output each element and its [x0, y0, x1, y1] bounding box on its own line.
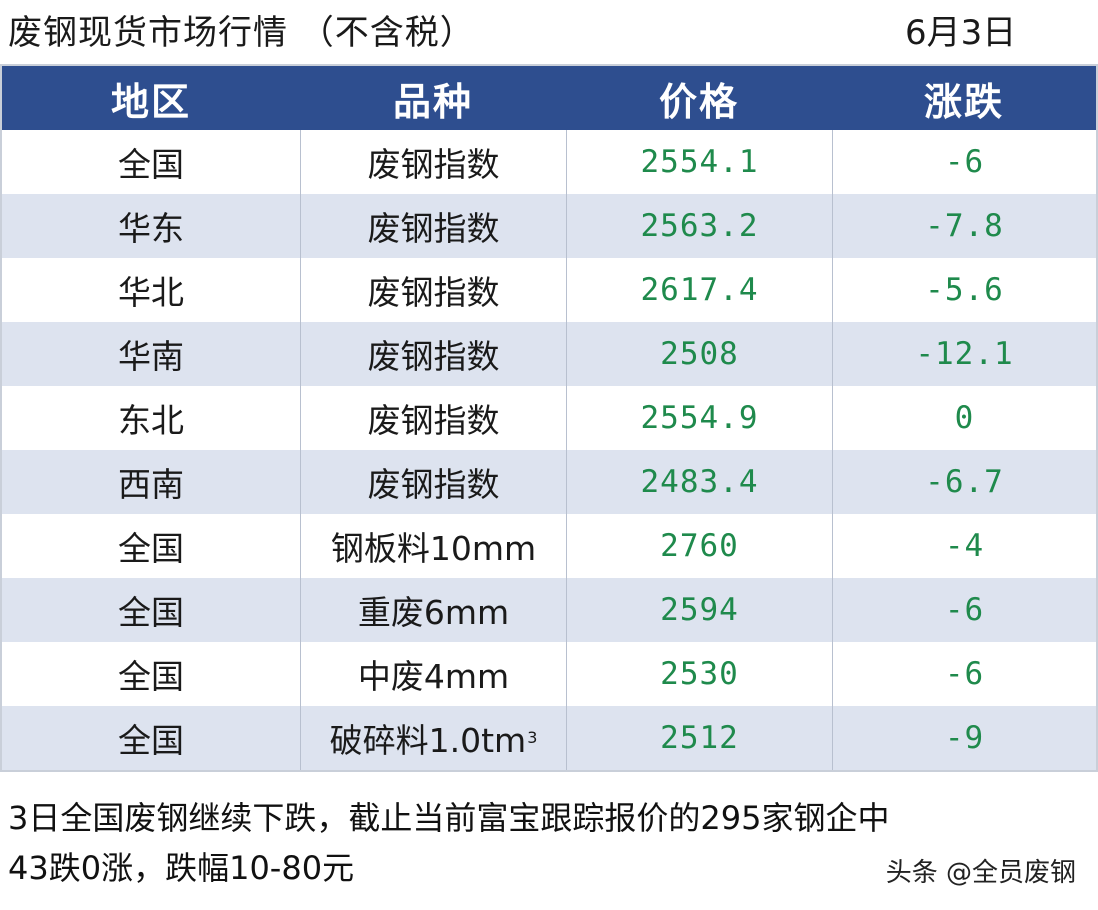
cell-change: -6.7 [832, 450, 1096, 514]
table-row: 全国 重废6mm 2594 -6 [2, 578, 1096, 642]
summary-note: 3日全国废钢继续下跌，截止当前富宝跟踪报价的295家钢企中 43跌0涨，跌幅10… [0, 770, 1098, 910]
cell-product: 废钢指数 [300, 386, 566, 450]
header-change: 涨跌 [923, 79, 1004, 124]
title-row: 废钢现货市场行情 （不含税） 6月3日 [0, 0, 1098, 66]
cell-product: 废钢指数 [300, 194, 566, 258]
cell-product: 钢板料10mm [300, 514, 566, 578]
cell-price: 2563.2 [566, 194, 832, 258]
cell-price: 2554.9 [566, 386, 832, 450]
header-region: 地区 [110, 79, 191, 124]
cell-change: -6 [832, 578, 1096, 642]
header-product: 品种 [392, 79, 473, 124]
cell-price: 2512 [566, 706, 832, 770]
table-border-right [1096, 66, 1098, 770]
table-border-left [0, 66, 2, 770]
cell-price: 2508 [566, 322, 832, 386]
cell-region: 全国 [118, 529, 184, 568]
cell-product: 破碎料1.0tm 3 [300, 706, 566, 770]
cell-price: 2760 [566, 514, 832, 578]
table-row: 全国 废钢指数 2554.1 -6 [2, 130, 1096, 194]
summary-line-2: 43跌0涨，跌幅10-80元 [8, 849, 355, 887]
cell-region: 全国 [118, 657, 184, 696]
cell-product: 废钢指数 [300, 258, 566, 322]
cell-change: 0 [832, 386, 1096, 450]
cell-region: 全国 [118, 145, 184, 184]
cell-price: 2483.4 [566, 450, 832, 514]
source-watermark: 头条 @全员废钢 [885, 858, 1076, 888]
cell-price: 2617.4 [566, 258, 832, 322]
cell-region: 东北 [118, 401, 184, 440]
sheet-title: 废钢现货市场行情 （不含税） [8, 13, 475, 53]
table-row: 华南 废钢指数 2508 -12.1 [2, 322, 1096, 386]
table-row: 全国 钢板料10mm 2760 -4 [2, 514, 1096, 578]
table-row: 华北 废钢指数 2617.4 -5.6 [2, 258, 1096, 322]
cell-product: 废钢指数 [300, 450, 566, 514]
cell-region: 华东 [118, 209, 184, 248]
cell-change: -4 [832, 514, 1096, 578]
cell-product: 重废6mm [300, 578, 566, 642]
cell-change: -9 [832, 706, 1096, 770]
cell-product-text: 破碎料1.0tm [329, 721, 527, 760]
sheet-date: 6月3日 [905, 13, 1017, 53]
cell-change: -12.1 [832, 322, 1096, 386]
table-row: 华东 废钢指数 2563.2 -7.8 [2, 194, 1096, 258]
cell-region: 西南 [118, 465, 184, 504]
table-header: 地区 品种 价格 涨跌 [2, 66, 1096, 130]
cell-product: 废钢指数 [300, 322, 566, 386]
cell-change: -7.8 [832, 194, 1096, 258]
header-price: 价格 [658, 79, 739, 124]
table-row: 西南 废钢指数 2483.4 -6.7 [2, 450, 1096, 514]
table-row: 全国 破碎料1.0tm 3 2512 -9 [2, 706, 1096, 770]
cell-region: 华北 [118, 273, 184, 312]
cell-product: 中废4mm [300, 642, 566, 706]
cell-change: -6 [832, 130, 1096, 194]
cell-change: -6 [832, 642, 1096, 706]
cell-change: -5.6 [832, 258, 1096, 322]
cell-region: 全国 [118, 721, 184, 760]
cell-region: 华南 [118, 337, 184, 376]
cell-region: 全国 [118, 593, 184, 632]
table-row: 东北 废钢指数 2554.9 0 [2, 386, 1096, 450]
table-row: 全国 中废4mm 2530 -6 [2, 642, 1096, 706]
table-body: 全国 废钢指数 2554.1 -6 华东 废钢指数 2563.2 -7.8 华北… [2, 130, 1096, 770]
cell-price: 2530 [566, 642, 832, 706]
cell-price: 2554.1 [566, 130, 832, 194]
cell-price: 2594 [566, 578, 832, 642]
cell-product: 废钢指数 [300, 130, 566, 194]
summary-line-1: 3日全国废钢继续下跌，截止当前富宝跟踪报价的295家钢企中 [8, 799, 890, 837]
